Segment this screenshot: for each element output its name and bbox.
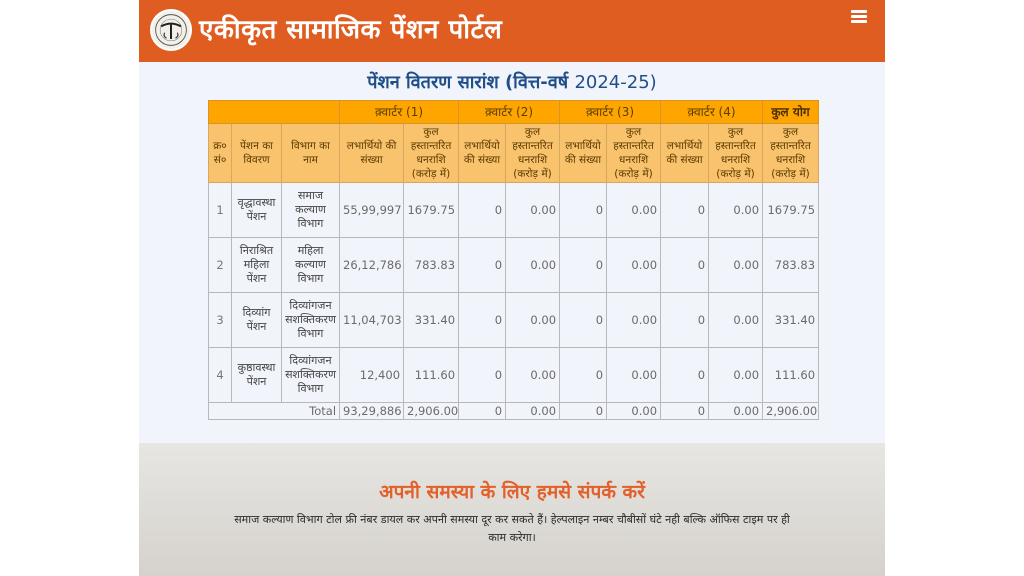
quarter-header-row: क़्वार्टर (1) क़्वार्टर (2) क़्वार्टर (3… <box>207 100 820 124</box>
q4-count-cell: 0 <box>660 182 710 238</box>
site-title: एकीकृत सामाजिक पेंशन पोर्टल <box>199 15 503 45</box>
q4-count-total: 0 <box>660 402 710 420</box>
department-header: विभाग का नाम <box>280 123 341 183</box>
table-row: 4 कुष्ठावस्था पेंशन दिव्यांगजन सशक्तिकरण… <box>208 347 820 403</box>
q3-count-cell: 0 <box>559 237 608 293</box>
quarter-2-header: क़्वार्टर (2) <box>458 100 561 124</box>
q2-amount-total: 0.00 <box>505 402 561 420</box>
q1-count-total: 93,29,886 <box>339 402 405 420</box>
department-cell: महिला कल्याण विभाग <box>280 237 341 293</box>
sno-cell: 4 <box>208 347 232 403</box>
q3-beneficiaries-header: लभार्थियो की संख्या <box>559 123 608 183</box>
total-row: Total 93,29,886 2,906.00 0 0.00 0 0.00 0… <box>207 402 820 420</box>
quarter-1-header: क़्वार्टर (1) <box>339 100 460 124</box>
site-header: एकीकृत सामाजिक पेंशन पोर्टल <box>139 0 885 62</box>
q2-count-cell: 0 <box>458 292 507 348</box>
table-row: 3 दिव्यांग पेंशन दिव्यांगजन सशक्तिकरण वि… <box>208 292 820 348</box>
up-government-emblem-icon[interactable] <box>150 9 192 51</box>
q1-amount-cell: 783.83 <box>403 237 460 293</box>
q4-count-cell: 0 <box>660 347 710 403</box>
section-title: पेंशन वितरण सारांश (वित्त-वर्ष 2024-25) <box>139 70 885 96</box>
q2-count-cell: 0 <box>458 182 507 238</box>
sno-cell: 2 <box>208 237 232 293</box>
q3-amount-header: कुल हस्तान्तरित धनराशि (करोड़ में) <box>606 123 662 183</box>
total-cell: 111.60 <box>762 347 820 403</box>
q3-amount-cell: 0.00 <box>606 292 662 348</box>
pension-header: पेंशन का विवरण <box>231 123 282 183</box>
q4-amount-cell: 0.00 <box>708 292 764 348</box>
section-title-text: पेंशन वितरण सारांश (वित्त-वर्ष <box>367 72 569 93</box>
q4-amount-total: 0.00 <box>708 402 764 420</box>
q4-count-cell: 0 <box>660 292 710 348</box>
q2-amount-cell: 0.00 <box>505 347 561 403</box>
table-row: 2 निराश्रित महिला पेंशन महिला कल्याण विभ… <box>208 237 820 293</box>
q3-amount-cell: 0.00 <box>606 182 662 238</box>
q4-amount-cell: 0.00 <box>708 237 764 293</box>
q4-beneficiaries-header: लभार्थियो की संख्या <box>660 123 710 183</box>
q1-beneficiaries-header: लभार्थियो की संख्या <box>339 123 405 183</box>
q4-count-cell: 0 <box>660 237 710 293</box>
total-cell: 331.40 <box>762 292 820 348</box>
total-cell: 783.83 <box>762 237 820 293</box>
q4-amount-header: कुल हस्तान्तरित धनराशि (करोड़ में) <box>708 123 764 183</box>
total-cell: 1679.75 <box>762 182 820 238</box>
table-row: 1 वृद्धावस्था पेंशन समाज कल्याण विभाग 55… <box>208 182 820 238</box>
pension-cell: कुष्ठावस्था पेंशन <box>231 347 282 403</box>
contact-section: अपनी समस्या के लिए हमसे संपर्क करें समाज… <box>139 443 885 576</box>
department-cell: समाज कल्याण विभाग <box>280 182 341 238</box>
sno-header: क्र० सं० <box>208 123 232 183</box>
q2-amount-cell: 0.00 <box>505 292 561 348</box>
q2-amount-cell: 0.00 <box>505 182 561 238</box>
financial-year: 2024-25) <box>574 72 657 93</box>
q4-amount-cell: 0.00 <box>708 182 764 238</box>
quarter-3-header: क़्वार्टर (3) <box>559 100 662 124</box>
q1-count-cell: 26,12,786 <box>339 237 405 293</box>
department-cell: दिव्यांगजन सशक्तिकरण विभाग <box>280 292 341 348</box>
q3-count-total: 0 <box>559 402 608 420</box>
q2-beneficiaries-header: लभार्थियो की संख्या <box>458 123 507 183</box>
q1-count-cell: 11,04,703 <box>339 292 405 348</box>
q2-amount-header: कुल हस्तान्तरित धनराशि (करोड़ में) <box>505 123 561 183</box>
contact-text: समाज कल्याण विभाग टोल फ्री नंबर डायल कर … <box>234 513 790 544</box>
q4-amount-cell: 0.00 <box>708 347 764 403</box>
total-label: Total <box>207 402 341 420</box>
grand-total-header: कुल योग <box>762 100 820 124</box>
q2-count-cell: 0 <box>458 237 507 293</box>
q1-amount-cell: 111.60 <box>403 347 460 403</box>
contact-title: अपनी समस्या के लिए हमसे संपर्क करें <box>379 481 645 503</box>
hamburger-menu-icon[interactable] <box>851 10 869 26</box>
department-cell: दिव्यांगजन सशक्तिकरण विभाग <box>280 347 341 403</box>
column-header-row: क्र० सं० पेंशन का विवरण विभाग का नाम लभा… <box>208 123 820 183</box>
q1-amount-cell: 331.40 <box>403 292 460 348</box>
grand-total: 2,906.00 <box>762 402 820 420</box>
q1-amount-total: 2,906.00 <box>403 402 460 420</box>
q1-count-cell: 12,400 <box>339 347 405 403</box>
pension-cell: निराश्रित महिला पेंशन <box>231 237 282 293</box>
q2-count-total: 0 <box>458 402 507 420</box>
q3-count-cell: 0 <box>559 292 608 348</box>
q3-count-cell: 0 <box>559 347 608 403</box>
page-container: एकीकृत सामाजिक पेंशन पोर्टल पेंशन वितरण … <box>139 0 885 576</box>
q1-count-cell: 55,99,997 <box>339 182 405 238</box>
q3-count-cell: 0 <box>559 182 608 238</box>
pension-summary-table: क़्वार्टर (1) क़्वार्टर (2) क़्वार्टर (3… <box>207 100 820 420</box>
pension-cell: वृद्धावस्था पेंशन <box>231 182 282 238</box>
sno-cell: 1 <box>208 182 232 238</box>
sno-cell: 3 <box>208 292 232 348</box>
q3-amount-cell: 0.00 <box>606 237 662 293</box>
pension-cell: दिव्यांग पेंशन <box>231 292 282 348</box>
q1-amount-header: कुल हस्तान्तरित धनराशि (करोड़ में) <box>403 123 460 183</box>
total-amount-header: कुल हस्तान्तरित धनराशि (करोड़ में) <box>762 123 820 183</box>
q2-count-cell: 0 <box>458 347 507 403</box>
quarter-4-header: क़्वार्टर (4) <box>660 100 764 124</box>
q3-amount-total: 0.00 <box>606 402 662 420</box>
q2-amount-cell: 0.00 <box>505 237 561 293</box>
blank-header <box>207 100 341 124</box>
q3-amount-cell: 0.00 <box>606 347 662 403</box>
q1-amount-cell: 1679.75 <box>403 182 460 238</box>
